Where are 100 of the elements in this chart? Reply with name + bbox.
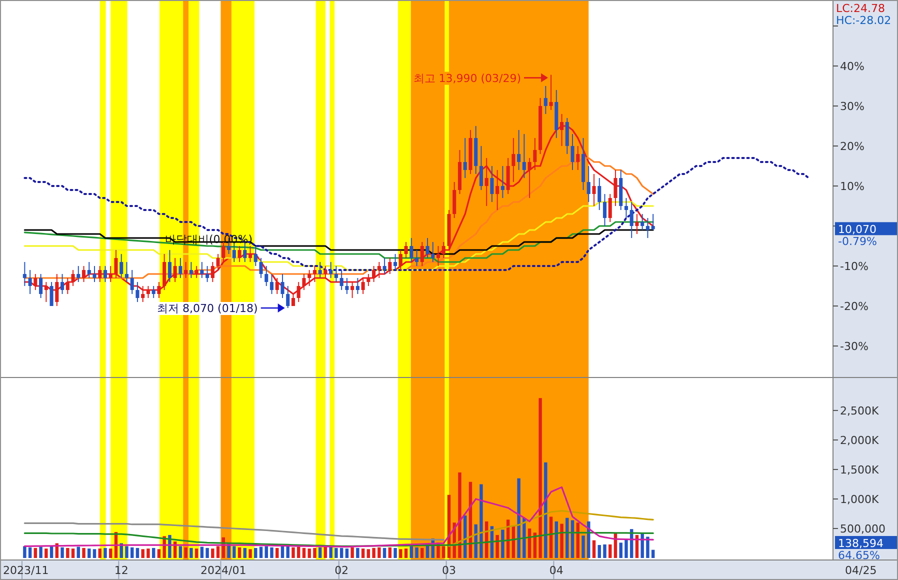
candlestick <box>114 250 118 278</box>
candlestick <box>388 258 392 274</box>
bar <box>640 533 644 558</box>
candlestick <box>194 266 198 278</box>
candlestick <box>22 262 26 286</box>
candlestick <box>324 266 328 278</box>
bar <box>104 548 107 558</box>
bar <box>292 547 295 558</box>
y-tick-label: 30% <box>840 100 864 113</box>
bar <box>23 546 26 558</box>
x-tick-label: 2024/01 <box>200 564 246 577</box>
bar <box>646 536 650 558</box>
bar <box>420 548 424 558</box>
line-series <box>24 522 444 540</box>
bar <box>382 548 386 558</box>
bar <box>603 544 606 558</box>
candlestick <box>377 262 381 278</box>
candlestick <box>598 178 602 210</box>
candlestick <box>178 258 182 278</box>
text: LC:24.78 <box>836 2 886 15</box>
bar <box>410 546 413 558</box>
line-series <box>448 510 654 547</box>
bar <box>178 546 182 558</box>
candlestick <box>398 250 402 270</box>
bar <box>152 548 156 558</box>
candlestick <box>162 254 166 290</box>
candlestick <box>420 242 424 266</box>
candlestick <box>549 74 553 110</box>
candlestick <box>646 218 650 238</box>
x-tick-label: 12 <box>114 564 128 577</box>
bar <box>259 546 263 558</box>
candlestick <box>248 246 252 262</box>
candlestick <box>254 246 258 266</box>
candlestick <box>98 266 102 282</box>
candlestick <box>442 242 446 258</box>
bar <box>270 547 274 558</box>
candlestick <box>602 194 607 226</box>
bar <box>570 520 574 558</box>
candlestick <box>130 270 134 294</box>
y-tick-label: 40% <box>840 60 864 73</box>
candlestick <box>382 258 386 274</box>
y-tick-label: -30% <box>840 340 868 353</box>
bar <box>243 548 246 558</box>
candlestick <box>565 118 569 154</box>
candlestick <box>87 262 91 278</box>
bar <box>71 548 75 558</box>
candlestick <box>366 274 370 286</box>
bar <box>136 548 140 558</box>
bar <box>318 547 322 558</box>
candlestick <box>436 246 440 266</box>
bar <box>496 534 499 558</box>
candlestick <box>372 266 376 282</box>
candlestick <box>50 282 54 306</box>
candlestick <box>302 274 306 290</box>
candlestick <box>280 274 284 298</box>
text: 64.65% <box>838 549 880 562</box>
annotation: 최고 13,990 (03/29) <box>413 72 522 85</box>
bar <box>238 547 242 558</box>
candlestick <box>576 146 580 170</box>
bar <box>50 546 54 558</box>
candlestick <box>39 274 43 298</box>
bar <box>442 546 446 558</box>
bar <box>517 478 520 558</box>
bar <box>619 542 622 558</box>
y-tick-label: 1,000K <box>840 492 880 506</box>
candlestick <box>592 174 596 206</box>
candlestick <box>356 278 360 294</box>
text: -0.79% <box>838 235 877 248</box>
bar <box>82 548 86 558</box>
candlestick <box>210 262 214 282</box>
candlestick <box>345 278 349 294</box>
candlestick <box>92 266 96 282</box>
candlestick <box>71 270 75 286</box>
candlestick <box>259 258 263 278</box>
candlestick <box>528 158 532 198</box>
y-tick-label: -10% <box>840 260 868 273</box>
y-tick-label: 1,500K <box>840 463 880 476</box>
candlestick <box>152 286 156 298</box>
bar <box>216 546 220 558</box>
bar <box>651 550 655 558</box>
candlestick <box>624 198 628 218</box>
bar <box>39 546 42 558</box>
bar <box>313 548 316 558</box>
bar <box>98 548 102 558</box>
bar <box>280 546 284 558</box>
bar <box>415 547 418 558</box>
candlestick <box>103 266 108 282</box>
candlestick <box>318 262 322 278</box>
bar <box>44 548 48 558</box>
candlestick <box>120 254 124 278</box>
bar <box>345 548 349 558</box>
bar <box>125 546 128 558</box>
candlestick <box>608 194 612 222</box>
candlestick <box>614 170 618 206</box>
candlestick <box>570 134 574 170</box>
candlestick <box>410 238 414 262</box>
bar <box>356 548 360 558</box>
bar <box>184 547 188 558</box>
candlestick <box>206 266 210 282</box>
candlestick <box>533 138 537 170</box>
